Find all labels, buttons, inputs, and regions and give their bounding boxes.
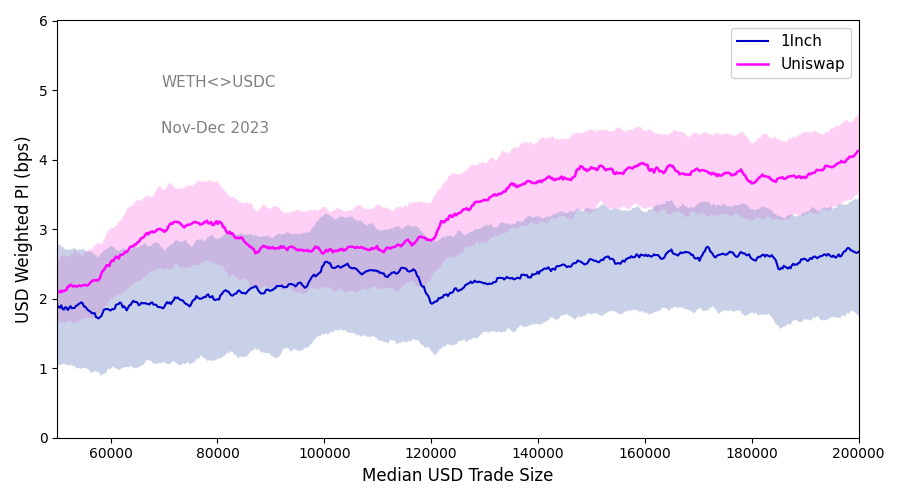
Uniswap: [655, 168, 666, 174]
Uniswap: [524, 178, 535, 184]
1Inch: [52, 302, 63, 308]
Line: 1Inch: 1Inch: [58, 246, 859, 318]
1Inch: [259, 290, 270, 296]
1Inch: [94, 316, 104, 322]
Legend: 1Inch, Uniswap: 1Inch, Uniswap: [732, 28, 851, 78]
Uniswap: [194, 220, 204, 226]
Uniswap: [587, 166, 598, 172]
Text: Nov-Dec 2023: Nov-Dec 2023: [161, 121, 269, 136]
1Inch: [526, 274, 536, 280]
Uniswap: [414, 234, 425, 240]
1Inch: [657, 256, 668, 262]
Line: Uniswap: Uniswap: [58, 151, 859, 293]
1Inch: [416, 282, 427, 288]
Y-axis label: USD Weighted PI (bps): USD Weighted PI (bps): [15, 136, 33, 323]
Text: WETH<>USDC: WETH<>USDC: [161, 76, 276, 90]
X-axis label: Median USD Trade Size: Median USD Trade Size: [363, 467, 554, 485]
Uniswap: [853, 148, 864, 154]
1Inch: [589, 258, 599, 264]
1Inch: [195, 296, 206, 302]
1Inch: [853, 248, 864, 254]
1Inch: [702, 244, 713, 250]
Uniswap: [52, 290, 63, 296]
Uniswap: [257, 242, 268, 248]
